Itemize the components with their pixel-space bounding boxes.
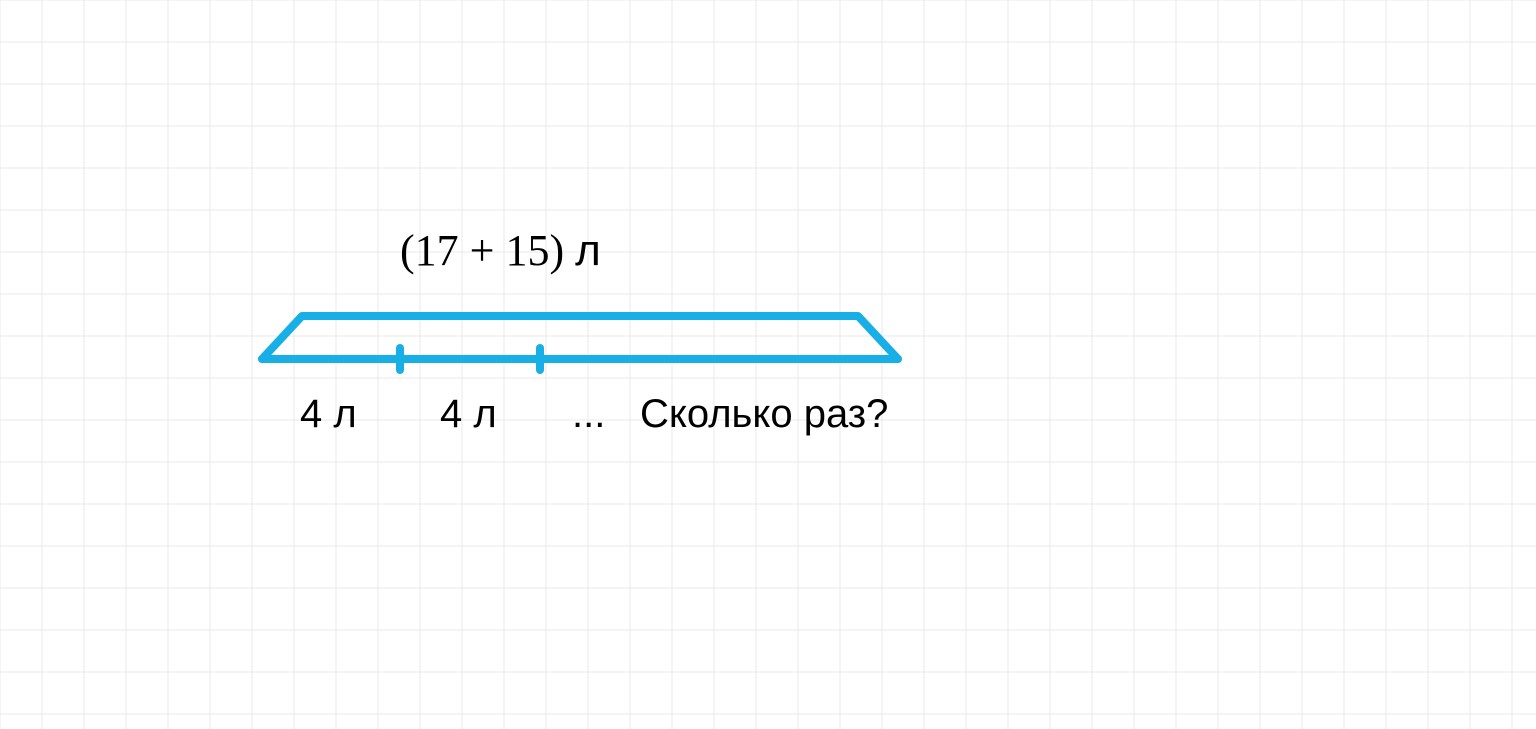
plus-sign: + — [470, 226, 495, 275]
ellipsis-label: ... — [572, 392, 605, 437]
equation-num2: 15 — [505, 226, 549, 275]
question-label: Сколько раз? — [640, 392, 888, 437]
equation-unit: л — [575, 226, 601, 275]
equation-num1: 17 — [415, 226, 459, 275]
segment2-label: 4 л — [440, 392, 497, 437]
text-layer: (17 + 15) л 4 л 4 л ... Сколько раз? — [0, 0, 1536, 729]
open-paren: ( — [400, 226, 415, 275]
equation-label: (17 + 15) л — [400, 225, 601, 276]
segment1-label: 4 л — [300, 392, 357, 437]
close-paren: ) — [549, 226, 564, 275]
